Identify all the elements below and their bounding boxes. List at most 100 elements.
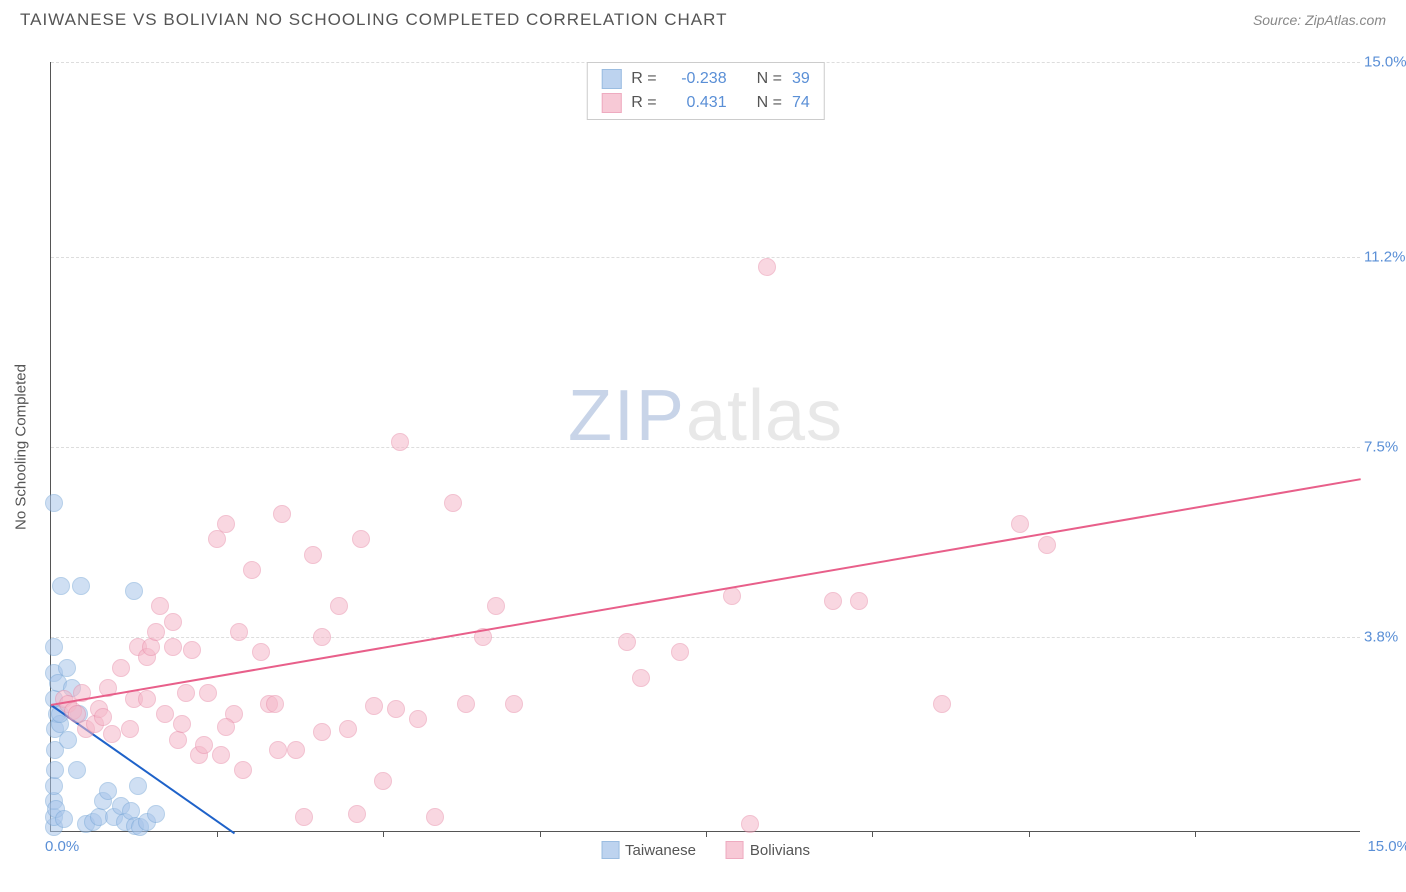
n-label: N = bbox=[757, 70, 782, 88]
x-origin-label: 0.0% bbox=[45, 838, 79, 855]
data-point-bolivians bbox=[177, 684, 195, 702]
data-point-bolivians bbox=[164, 638, 182, 656]
stats-row-taiwanese: R = -0.238 N = 39 bbox=[601, 67, 809, 91]
n-value-taiwanese: 39 bbox=[792, 70, 810, 88]
data-point-bolivians bbox=[217, 718, 235, 736]
data-point-bolivians bbox=[1038, 536, 1056, 554]
data-point-taiwanese bbox=[45, 638, 63, 656]
y-tick-label: 7.5% bbox=[1364, 439, 1406, 456]
data-point-bolivians bbox=[151, 597, 169, 615]
data-point-bolivians bbox=[287, 741, 305, 759]
data-point-bolivians bbox=[295, 808, 313, 826]
data-point-bolivians bbox=[273, 505, 291, 523]
data-point-bolivians bbox=[234, 761, 252, 779]
gridline-horizontal bbox=[51, 257, 1360, 258]
data-point-bolivians bbox=[444, 494, 462, 512]
legend-item-bolivians: Bolivians bbox=[726, 841, 810, 859]
data-point-bolivians bbox=[457, 695, 475, 713]
data-point-bolivians bbox=[252, 643, 270, 661]
data-point-bolivians bbox=[387, 700, 405, 718]
data-point-bolivians bbox=[147, 623, 165, 641]
watermark-zip: ZIP bbox=[568, 376, 686, 456]
legend-label-bolivians: Bolivians bbox=[750, 842, 810, 859]
data-point-bolivians bbox=[230, 623, 248, 641]
legend-swatch-bolivians bbox=[726, 841, 744, 859]
data-point-bolivians bbox=[671, 643, 689, 661]
data-point-bolivians bbox=[156, 705, 174, 723]
source-credit: Source: ZipAtlas.com bbox=[1253, 12, 1386, 28]
x-tick bbox=[217, 831, 218, 837]
data-point-taiwanese bbox=[129, 777, 147, 795]
data-point-bolivians bbox=[348, 805, 366, 823]
legend-item-taiwanese: Taiwanese bbox=[601, 841, 696, 859]
data-point-bolivians bbox=[1011, 515, 1029, 533]
y-tick-label: 3.8% bbox=[1364, 628, 1406, 645]
data-point-taiwanese bbox=[45, 777, 63, 795]
data-point-bolivians bbox=[741, 815, 759, 833]
data-point-taiwanese bbox=[55, 810, 73, 828]
r-value-taiwanese: -0.238 bbox=[667, 70, 727, 88]
swatch-bolivians bbox=[601, 93, 621, 113]
data-point-bolivians bbox=[169, 731, 187, 749]
data-point-taiwanese bbox=[99, 782, 117, 800]
data-point-taiwanese bbox=[147, 805, 165, 823]
r-label: R = bbox=[631, 94, 656, 112]
data-point-bolivians bbox=[933, 695, 951, 713]
data-point-bolivians bbox=[824, 592, 842, 610]
chart-header: TAIWANESE VS BOLIVIAN NO SCHOOLING COMPL… bbox=[0, 0, 1406, 30]
y-tick-label: 15.0% bbox=[1364, 54, 1406, 71]
data-point-bolivians bbox=[164, 613, 182, 631]
data-point-bolivians bbox=[269, 741, 287, 759]
scatter-chart: ZIPatlas No Schooling Completed 3.8%7.5%… bbox=[50, 62, 1360, 832]
data-point-bolivians bbox=[304, 546, 322, 564]
data-point-bolivians bbox=[112, 659, 130, 677]
data-point-bolivians bbox=[352, 530, 370, 548]
x-tick bbox=[706, 831, 707, 837]
data-point-bolivians bbox=[505, 695, 523, 713]
data-point-taiwanese bbox=[58, 659, 76, 677]
data-point-bolivians bbox=[426, 808, 444, 826]
x-tick bbox=[540, 831, 541, 837]
r-label: R = bbox=[631, 70, 656, 88]
data-point-bolivians bbox=[138, 690, 156, 708]
data-point-bolivians bbox=[94, 708, 112, 726]
data-point-bolivians bbox=[313, 723, 331, 741]
data-point-taiwanese bbox=[59, 731, 77, 749]
data-point-bolivians bbox=[850, 592, 868, 610]
data-point-bolivians bbox=[217, 515, 235, 533]
data-point-bolivians bbox=[243, 561, 261, 579]
data-point-bolivians bbox=[121, 720, 139, 738]
data-point-bolivians bbox=[365, 697, 383, 715]
data-point-bolivians bbox=[339, 720, 357, 738]
chart-title: TAIWANESE VS BOLIVIAN NO SCHOOLING COMPL… bbox=[20, 10, 727, 30]
stats-row-bolivians: R =0.431N =74 bbox=[601, 91, 809, 115]
data-point-bolivians bbox=[391, 433, 409, 451]
legend: Taiwanese Bolivians bbox=[601, 841, 810, 859]
x-tick bbox=[1195, 831, 1196, 837]
data-point-bolivians bbox=[183, 641, 201, 659]
data-point-bolivians bbox=[142, 638, 160, 656]
swatch-taiwanese bbox=[601, 69, 621, 89]
watermark: ZIPatlas bbox=[568, 375, 843, 457]
gridline-horizontal bbox=[51, 447, 1360, 448]
data-point-bolivians bbox=[409, 710, 427, 728]
data-point-taiwanese bbox=[72, 577, 90, 595]
data-point-bolivians bbox=[173, 715, 191, 733]
y-tick-label: 11.2% bbox=[1364, 249, 1406, 266]
r-value-bolivians: 0.431 bbox=[667, 94, 727, 112]
data-point-bolivians bbox=[266, 695, 284, 713]
data-point-taiwanese bbox=[125, 582, 143, 600]
data-point-bolivians bbox=[618, 633, 636, 651]
x-tick bbox=[383, 831, 384, 837]
data-point-taiwanese bbox=[45, 494, 63, 512]
data-point-bolivians bbox=[330, 597, 348, 615]
data-point-bolivians bbox=[212, 746, 230, 764]
legend-label-taiwanese: Taiwanese bbox=[625, 842, 696, 859]
trendline-bolivians bbox=[51, 478, 1361, 706]
data-point-bolivians bbox=[103, 725, 121, 743]
source-prefix: Source: bbox=[1253, 12, 1305, 28]
data-point-bolivians bbox=[208, 530, 226, 548]
data-point-bolivians bbox=[487, 597, 505, 615]
data-point-taiwanese bbox=[52, 577, 70, 595]
correlation-stats-box: R =-0.238N =39R =0.431N =74 bbox=[586, 62, 824, 120]
